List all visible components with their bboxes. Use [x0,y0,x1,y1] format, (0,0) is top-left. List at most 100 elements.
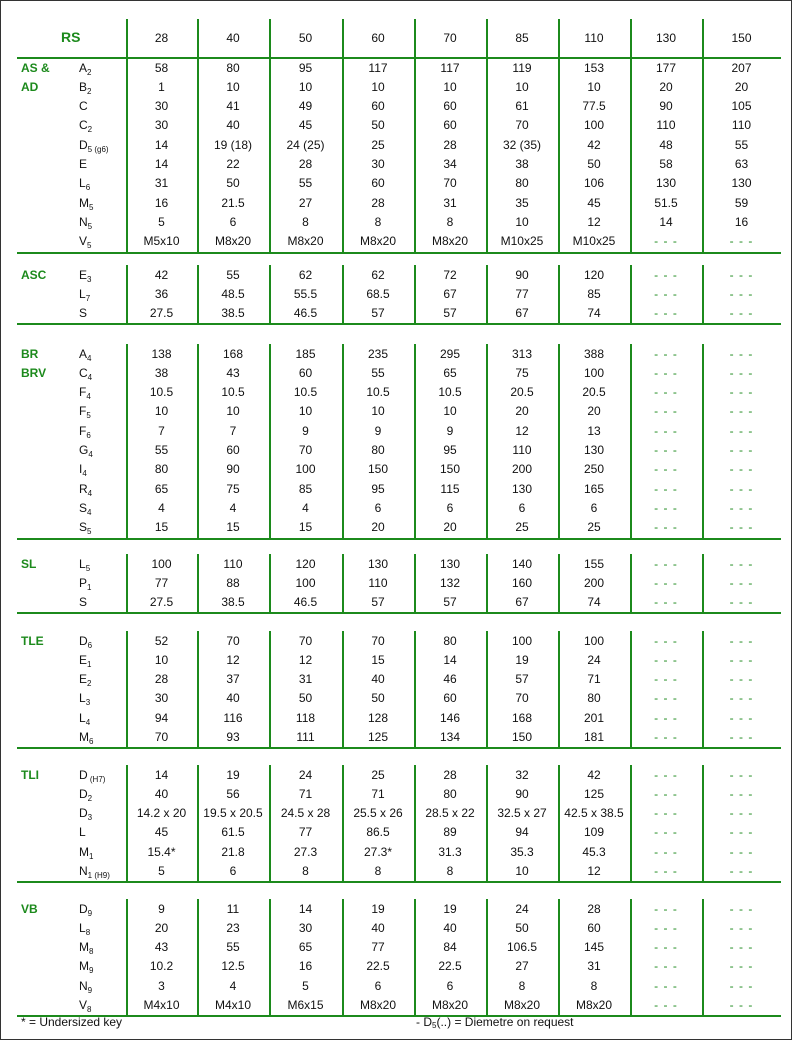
row-param: N5 [79,213,92,232]
table-cell: 10 [226,404,240,419]
column-divider [342,264,344,325]
row-param: N1 (H9) [79,862,110,881]
table-cell: 14 [659,214,673,229]
table-cell: 27.5 [149,595,174,610]
row-param: S [79,593,87,612]
table-cell: 109 [583,825,605,840]
table-cell: 89 [443,825,457,840]
group-label-asc: ASC [21,267,47,282]
table-cell: 160 [511,575,533,590]
table-cell: - - - [654,234,678,249]
param-symbol: N [79,978,88,993]
param-symbol: D [79,786,88,801]
column-divider [197,19,199,58]
param-subscript: 3 [87,813,93,823]
table-cell: 8 [518,978,526,993]
table-cell: 100 [511,633,533,648]
column-divider [702,630,704,749]
param-symbol: D [79,633,88,648]
table-cell: 1 [158,79,165,94]
table-cell: 58 [659,157,673,171]
table-cell: 8 [302,214,309,229]
param-subscript: 5 [87,221,93,231]
table-cell: 61.5 [221,825,245,840]
table-cell: 100 [151,556,172,571]
table-cell: - - - [729,825,754,840]
table-cell: 60 [371,176,385,191]
column-divider [630,553,632,614]
param-symbol: L [79,176,86,191]
table-cell: 100 [295,462,316,477]
table-cell: 130 [655,176,677,191]
table-cell: 20 [515,404,529,419]
column-divider [269,764,271,883]
table-cell: 50 [371,691,385,706]
table-cell: - - - [729,998,754,1012]
table-cell: 24 [587,652,601,667]
table-cell: 41 [226,99,240,114]
table-cell: - - - [729,940,754,955]
column-divider [269,264,271,325]
param-subscript: 4 [87,353,92,363]
table-cell: - - - [654,365,678,380]
table-cell: 140 [511,556,533,571]
column-divider [630,19,632,58]
param-symbol: D [79,767,88,782]
table-cell: 55 [371,365,385,380]
param-symbol: C [79,365,88,380]
table-cell: 100 [583,118,605,133]
table-cell: 35.3 [510,844,534,859]
table-cell: - - - [654,267,678,282]
table-cell: 45 [154,825,169,840]
table-cell: 74 [587,306,601,321]
table-cell: M4x10 [214,998,252,1012]
table-cell: - - - [729,920,754,935]
table-cell: 45 [298,118,313,133]
param-subscript: 9 [89,966,94,976]
table-cell: 55 [226,267,240,282]
table-cell: 7 [229,423,237,438]
table-cell: 77 [154,575,169,590]
param-symbol: L [79,920,86,935]
table-cell: 153 [583,60,605,75]
table-cell: 12 [587,214,601,229]
row-param: S4 [79,499,91,518]
row-param: A4 [79,345,91,364]
column-divider [414,58,416,253]
table-cell: 38 [154,365,169,380]
param-subscript: 9 [87,908,93,918]
table-cell: 40 [226,118,240,133]
table-cell: - - - [654,404,678,419]
table-cell: 75 [226,481,240,496]
param-symbol: D [79,901,88,916]
section-rule [17,747,781,750]
table-cell: 93 [226,730,240,744]
table-cell: 8 [446,864,454,878]
param-subscript: 1 [87,659,92,669]
table-cell: M8x20 [359,998,397,1012]
table-cell: 90 [226,462,240,477]
param-symbol: N [79,864,88,878]
table-cell: 85 [298,481,313,496]
header-size-130: 130 [655,31,677,45]
table-cell: 7 [158,423,165,438]
table-cell: 12 [298,652,313,667]
table-cell: 168 [511,710,533,725]
header-size-110: 110 [584,31,604,45]
table-cell: 48.5 [221,286,245,301]
table-cell: 5 [158,864,165,878]
table-cell: 10 [298,79,313,94]
column-divider [558,343,560,539]
param-subscript: 4 [82,469,87,479]
table-cell: 27 [515,959,529,974]
table-cell: - - - [729,385,754,400]
group-label-br: BR BRV [21,346,47,380]
table-cell: 20 [443,520,457,535]
table-cell: M8x20 [503,998,541,1012]
table-cell: 150 [511,730,533,744]
table-cell: 15.4* [147,844,176,859]
table-cell: 10 [515,864,529,878]
table-cell: 60 [226,443,240,457]
table-cell: 8 [590,978,598,993]
